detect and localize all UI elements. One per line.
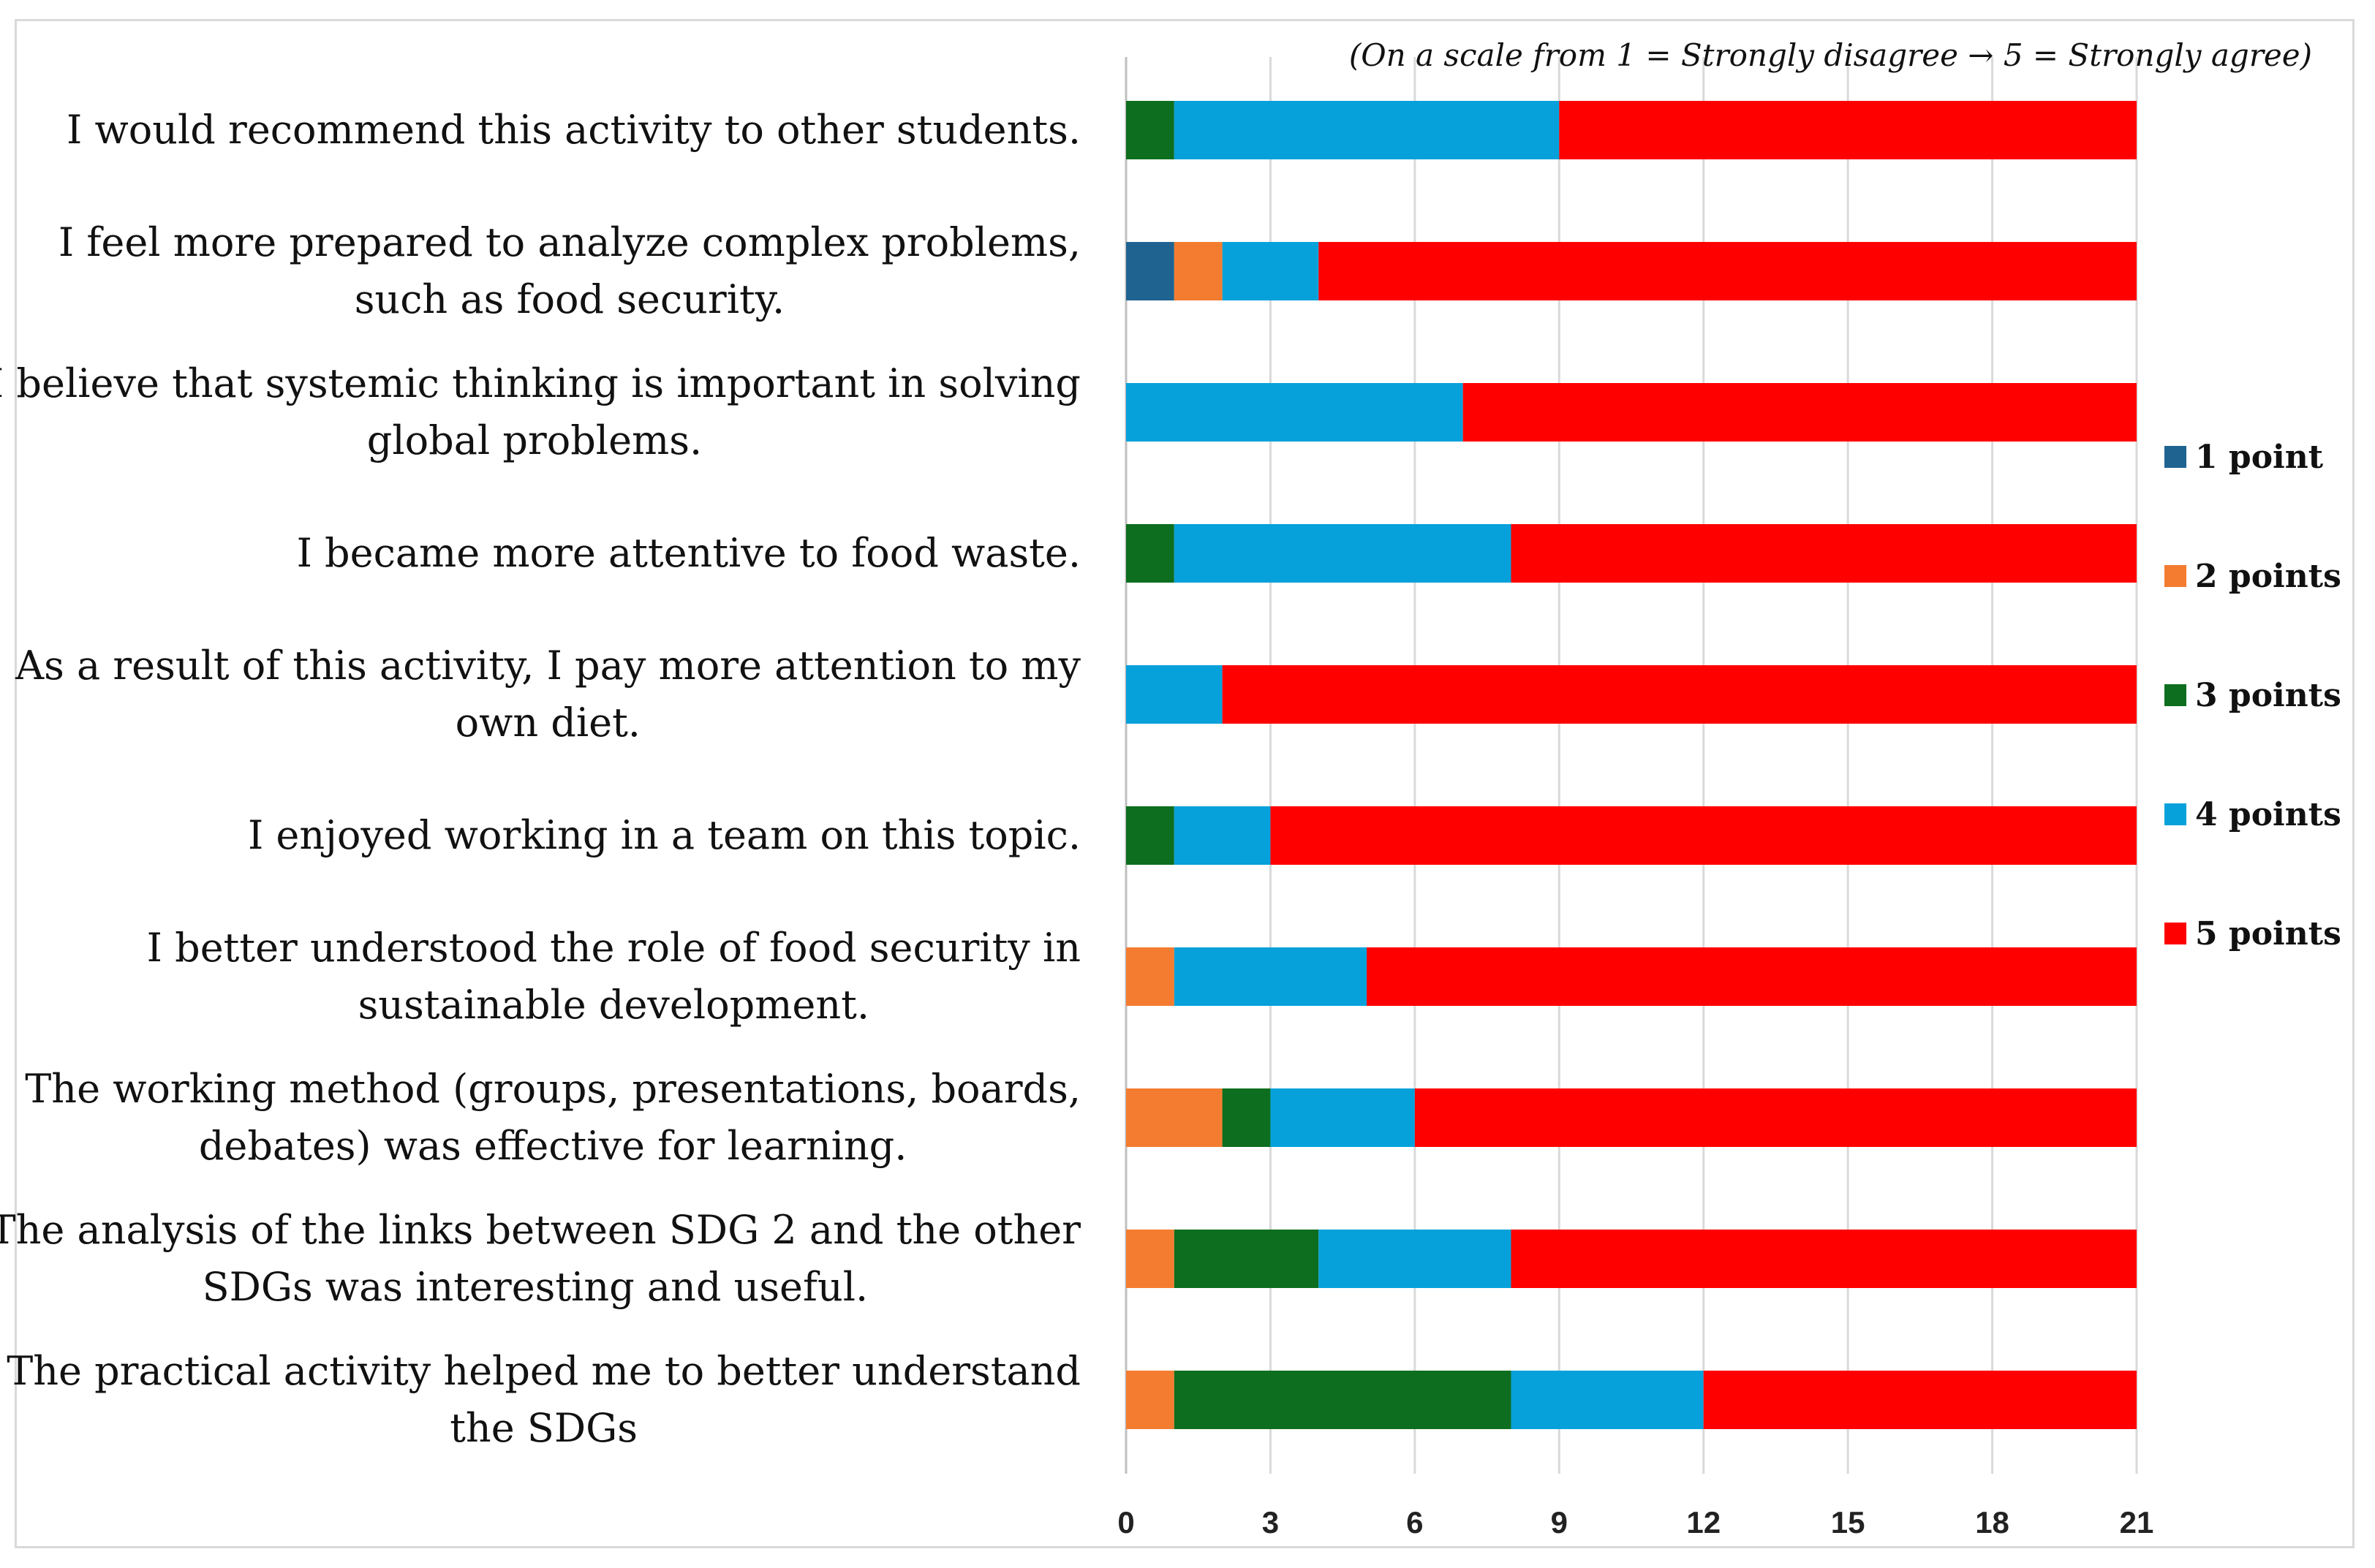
bar-segment-3-points	[1222, 1088, 1271, 1147]
category-label: own diet.	[456, 700, 641, 746]
x-tick-label: 9	[1551, 1505, 1568, 1539]
category-label: the SDGs	[450, 1405, 638, 1451]
category-label: The working method (groups, presentation…	[25, 1066, 1081, 1112]
chart-subtitle: (On a scale from 1 = Strongly disagree →…	[1349, 37, 2312, 73]
category-label: I better understood the role of food sec…	[147, 925, 1081, 971]
bar-segment-4-points	[1174, 524, 1511, 583]
legend-swatch	[2164, 565, 2186, 587]
category-label: SDGs was interesting and useful.	[203, 1264, 869, 1310]
bar-segment-2-points	[1126, 1088, 1223, 1147]
chart-frame	[15, 19, 2355, 1548]
bar-segment-5-points	[1511, 1230, 2137, 1288]
bar-segment-3-points	[1126, 101, 1174, 159]
bar-segment-2-points	[1126, 1230, 1174, 1288]
bar-segment-4-points	[1511, 1371, 1704, 1429]
legend-swatch	[2164, 803, 2186, 825]
x-tick-label: 15	[1831, 1505, 1865, 1539]
bar-segment-4-points	[1318, 1230, 1511, 1288]
category-label: debates) was effective for learning.	[199, 1123, 907, 1169]
category-label: I enjoyed working in a team on this topi…	[248, 812, 1081, 858]
category-label: I would recommend this activity to other…	[67, 107, 1081, 153]
x-tick-label: 12	[1686, 1505, 1721, 1539]
bar-segment-2-points	[1174, 242, 1223, 300]
bar-segment-3-points	[1174, 1230, 1319, 1288]
x-tick-label: 18	[1975, 1505, 2009, 1539]
bar-segment-5-points	[1270, 806, 2137, 865]
bar-segment-5-points	[1222, 665, 2137, 724]
bar-segment-3-points	[1126, 806, 1174, 865]
legend-label: 4 points	[2195, 796, 2341, 833]
x-tick-label: 0	[1117, 1505, 1134, 1539]
bar-segment-5-points	[1462, 383, 2137, 442]
legend-label: 3 points	[2195, 677, 2341, 714]
bars	[1126, 101, 2137, 1429]
bar-segment-4-points	[1270, 1088, 1415, 1147]
x-tick-label: 21	[2120, 1505, 2154, 1539]
bar-segment-3-points	[1174, 1371, 1511, 1429]
legend-swatch	[2164, 684, 2186, 706]
legend-swatch	[2164, 446, 2186, 468]
category-label: such as food security.	[355, 276, 785, 322]
axis: 0 3 6 9 12 15 18 21	[1117, 1505, 2153, 1539]
category-labels: I would recommend this activity to other…	[0, 107, 1081, 1451]
bar-segment-5-points	[1367, 947, 2137, 1006]
bar-segment-3-points	[1126, 524, 1174, 583]
x-tick-label: 6	[1406, 1505, 1423, 1539]
bar-segment-4-points	[1174, 947, 1367, 1006]
bar-segment-5-points	[1414, 1088, 2137, 1147]
legend-label: 2 points	[2195, 558, 2341, 595]
bar-segment-5-points	[1703, 1371, 2137, 1429]
bar-segment-4-points	[1126, 665, 1223, 724]
category-label: I became more attentive to food waste.	[297, 530, 1081, 576]
category-label: I feel more prepared to analyze complex …	[58, 219, 1081, 265]
bar-segment-4-points	[1126, 383, 1463, 442]
bar-segment-4-points	[1174, 806, 1271, 865]
bar-segment-4-points	[1222, 242, 1319, 300]
category-label: As a result of this activity, I pay more…	[15, 643, 1081, 689]
category-label: The analysis of the links between SDG 2 …	[0, 1207, 1081, 1253]
bar-segment-4-points	[1174, 101, 1560, 159]
legend: 1 point 2 points 3 points 4 points 5 points	[2164, 439, 2341, 952]
category-label: sustainable development.	[358, 982, 869, 1028]
legend-label: 1 point	[2195, 439, 2324, 476]
bar-segment-1-point	[1126, 242, 1174, 300]
bar-segment-5-points	[1559, 101, 2137, 159]
bar-segment-2-points	[1126, 947, 1174, 1006]
bar-segment-5-points	[1318, 242, 2137, 300]
legend-swatch	[2164, 923, 2186, 944]
legend-label: 5 points	[2195, 915, 2341, 952]
category-label: global problems.	[367, 417, 702, 463]
x-tick-label: 3	[1262, 1505, 1279, 1539]
category-label: The practical activity helped me to bett…	[7, 1348, 1081, 1394]
category-label: I believe that systemic thinking is impo…	[0, 360, 1081, 406]
bar-segment-5-points	[1511, 524, 2137, 583]
bar-segment-2-points	[1126, 1371, 1174, 1429]
